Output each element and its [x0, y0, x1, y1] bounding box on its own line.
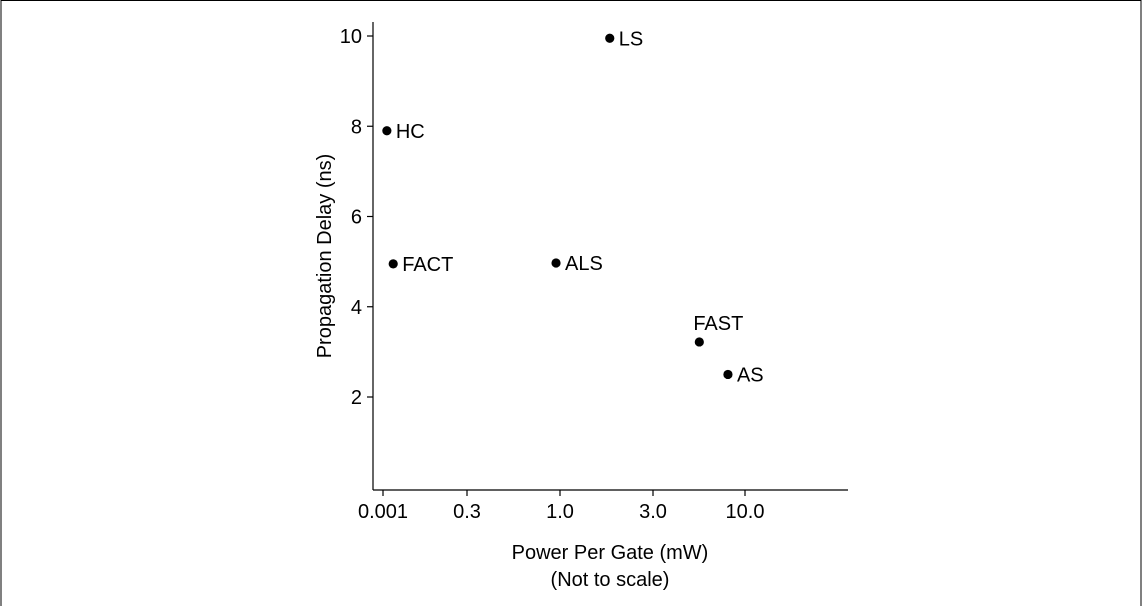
data-point	[382, 126, 392, 136]
data-point-label: FACT	[402, 254, 453, 276]
y-tick-label: 10	[340, 26, 362, 48]
x-tick-label: 3.0	[639, 501, 667, 523]
data-point	[388, 259, 398, 269]
data-point-label: ALS	[565, 253, 603, 275]
x-tick-label: 0.001	[358, 501, 408, 523]
x-axis-label: Power Per Gate (mW)	[512, 542, 709, 564]
x-tick-label: 1.0	[546, 501, 574, 523]
x-tick-label: 10.0	[726, 501, 765, 523]
y-axis-label: Propagation Delay (ns)	[314, 154, 336, 359]
data-points: LS HC FACT ALS FAST AS	[382, 28, 764, 386]
y-tick-label: 6	[351, 207, 362, 229]
x-tick-label: 0.3	[453, 501, 481, 523]
x-axis-note: (Not to scale)	[551, 569, 670, 591]
data-point-label: HC	[396, 121, 425, 143]
y-tick-label: 2	[351, 387, 362, 409]
x-ticks: 0.001 0.3 1.0 3.0 10.0	[358, 490, 765, 523]
data-point	[723, 369, 733, 380]
y-ticks: 2 4 6 8 10	[340, 26, 373, 409]
data-point-label: LS	[619, 28, 643, 50]
y-tick-label: 8	[351, 116, 362, 138]
data-point	[694, 337, 704, 347]
data-point	[551, 258, 561, 268]
y-tick-label: 4	[351, 297, 362, 319]
scatter-plot: 2 4 6 8 10 0.001 0.3 1.0 3.0 10.0 LS HC FACT ALS FAS…	[340, 22, 848, 523]
data-point-label: FAST	[693, 313, 743, 335]
data-point	[605, 33, 615, 43]
data-point-label: AS	[737, 364, 764, 386]
